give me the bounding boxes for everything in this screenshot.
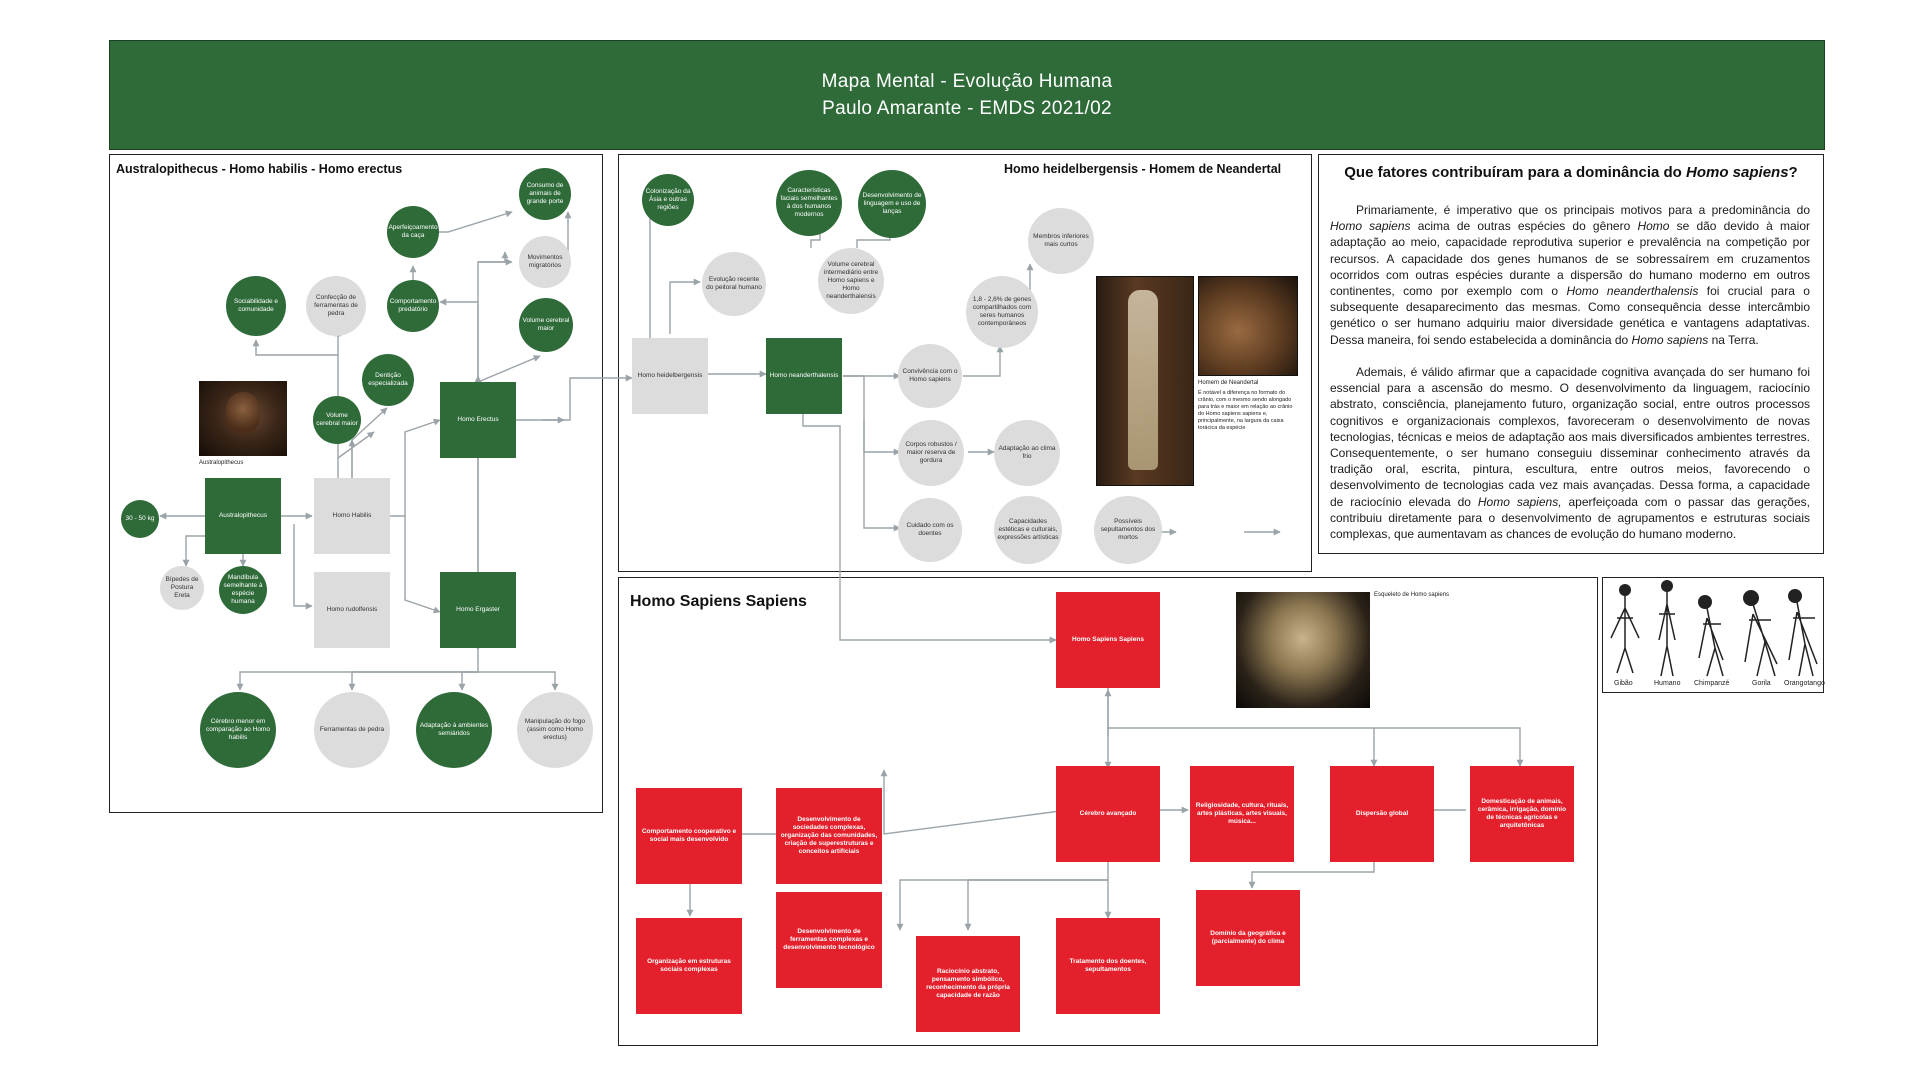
node-comportamento-predatorio: Comportamento predatório — [387, 280, 439, 332]
question-text-run: Primariamente, é imperativo que os princ… — [1356, 203, 1810, 217]
primate-label-chimpanze: Chimpanzé — [1694, 680, 1730, 687]
node-confeccao: Confecção de ferramentas de pedra — [306, 276, 366, 336]
node-linguagem: Desenvolvimento de linguagem e uso de la… — [858, 170, 926, 238]
primate-label-humano: Humano — [1654, 680, 1681, 687]
panel-title-sapiens: Homo Sapiens Sapiens — [630, 593, 807, 610]
question-paragraph-1: Primariamente, é imperativo que os princ… — [1330, 202, 1810, 348]
node-raciocinio: Raciocínio abstrato, pensamento simbólic… — [916, 936, 1020, 1032]
question-title-post: ? — [1788, 164, 1798, 181]
primate-label-orangotango: Orangotango — [1784, 680, 1825, 687]
skeleton-figure-icon — [1128, 290, 1158, 470]
question-text-run: foi crucial para o subsequente desaparec… — [1330, 284, 1810, 347]
node-aperfeicoamento: Aperfeiçoamento da caça — [387, 206, 439, 258]
node-cerebro-avancado: Cérebro avançado — [1056, 766, 1160, 862]
node-ferramentas-pedra: Ferramentas de pedra — [314, 692, 390, 768]
australopithecus-face-icon — [226, 392, 260, 434]
question-title: Que fatores contribuíram para a dominânc… — [1318, 164, 1824, 181]
node-caracteristicas: Características faciais semelhantes à do… — [776, 170, 842, 236]
node-weight: 30 - 50 kg — [121, 500, 159, 538]
node-movimentos: Movimentos migratórios — [519, 236, 571, 288]
node-sepultamentos: Possíveis sepultamentos dos mortos — [1094, 496, 1162, 564]
node-sociabilidade: Sociabilidade e comunidade — [226, 276, 286, 336]
node-mandibula: Mandíbula semelhante à espécie humana — [219, 566, 267, 614]
node-habilis: Homo Habilis — [314, 478, 390, 554]
node-colonizacao: Colonização da Ásia e outras regiões — [642, 174, 694, 226]
node-manipulacao-fogo: Manipulação do fogo (assim como Homo ere… — [517, 692, 593, 768]
node-genes: 1,8 - 2,6% de genes compartilhados com s… — [966, 276, 1038, 348]
node-adaptacao-semiaridos: Adaptação à ambientes semiáridos — [416, 692, 492, 768]
primate-label-gibao: Gibão — [1614, 680, 1633, 687]
primates-skeletons-illustration — [1610, 580, 1818, 677]
question-title-em: Homo sapiens — [1686, 164, 1789, 181]
node-consumo: Consumo de animais de grande porte — [519, 168, 571, 220]
question-text-run: Ademais, é válido afirmar que a capacida… — [1330, 365, 1810, 509]
question-text-run: Homo sapiens — [1330, 219, 1411, 234]
node-ergaster: Homo Ergaster — [440, 572, 516, 648]
node-neanderthalensis: Homo neanderthalensis — [766, 338, 842, 414]
node-volume-erectus: Volume cerebral maior — [519, 298, 573, 352]
node-ferramentas-complexas: Desenvolvimento de ferramentas complexas… — [776, 892, 882, 988]
node-sapiens-main: Homo Sapiens Sapiens — [1056, 592, 1160, 688]
sapiens-photo-caption: Esqueleto de Homo sapiens — [1374, 592, 1450, 598]
node-tratamento: Tratamento dos doentes, sepultamentos — [1056, 918, 1160, 1014]
node-denticao: Dentição especializada — [362, 354, 414, 406]
question-title-pre: Que fatores contribuíram para a dominânc… — [1344, 164, 1687, 181]
australopithecus-caption: Australopithecus — [199, 460, 244, 466]
neanderthal-caption-text: É notável a diferença no formato do crân… — [1198, 390, 1293, 431]
sapiens-skull-photo — [1236, 592, 1370, 708]
question-text-run: na Terra. — [1708, 332, 1759, 347]
question-text-run: acima de outras espécies do gênero — [1410, 219, 1638, 234]
node-capacidades: Capacidades estéticas e culturais, expre… — [994, 496, 1062, 564]
question-text-run: aperfeiçoada com o passar das gerações, … — [1330, 494, 1810, 542]
node-convivencia: Convivência com o Homo sapiens — [898, 344, 962, 408]
node-bipedes: Bípedes de Postura Ereta — [160, 566, 204, 610]
node-comportamento-cooperativo: Comportamento cooperativo e social mais … — [636, 788, 742, 884]
node-domesticacao: Domesticação de animais, cerâmica, irrig… — [1470, 766, 1574, 862]
question-paragraph-2: Ademais, é válido afirmar que a capacida… — [1330, 364, 1810, 542]
panel-neandertal — [618, 154, 1312, 572]
node-adaptacao-frio: Adaptação ao clima frio — [994, 420, 1060, 486]
node-evolucao-peitoral: Evolução recente do peitoral humano — [702, 252, 766, 316]
node-dominio: Domínio da geográfica e (parcialmente) d… — [1196, 890, 1300, 986]
node-religiosidade: Religiosidade, cultura, rituais, artes p… — [1190, 766, 1294, 862]
question-text-run: Homo — [1637, 219, 1670, 234]
node-erectus: Homo Erectus — [440, 382, 516, 458]
node-heidelbergensis: Homo heidelbergensis — [632, 338, 708, 414]
question-text-run: se dão devido à maior adaptação ao meio,… — [1330, 219, 1810, 299]
node-organizacao: Organização em estruturas sociais comple… — [636, 918, 742, 1014]
panel-title-middle: Homo heidelbergensis - Homem de Neandert… — [1004, 162, 1282, 176]
question-text-run: Homo sapiens — [1631, 332, 1709, 347]
node-dispersao: Dispersão global — [1330, 766, 1434, 862]
question-text-run: Homo neanderthalensis — [1566, 284, 1699, 299]
node-cerebro-menor: Cérebro menor em comparação ao Homo habi… — [200, 692, 276, 768]
node-rudolfensis: Homo rudolfensis — [314, 572, 390, 648]
node-australopithecus: Australopithecus — [205, 478, 281, 554]
header-title: Mapa Mental - Evolução Humana — [821, 71, 1113, 92]
node-membros: Membros inferiores mais curtos — [1028, 208, 1094, 274]
panel-title-left: Australopithecus - Homo habilis - Homo e… — [116, 162, 403, 176]
question-text-run: Homo sapiens, — [1477, 494, 1562, 509]
node-sociedades: Desenvolvimento de sociedades complexas,… — [776, 788, 882, 884]
node-cuidado: Cuidado com os doentes — [898, 498, 962, 562]
node-corpos: Corpos robustos / maior reserva de gordu… — [898, 420, 964, 486]
node-volume-maior: Volume cerebral maior — [313, 396, 361, 444]
panel-question — [1318, 154, 1824, 554]
primate-label-gorila: Gorila — [1752, 680, 1771, 687]
header-banner: Mapa Mental - Evolução Humana Paulo Amar… — [109, 40, 1825, 150]
neanderthal-caption-title: Homem de Neandertal — [1198, 380, 1259, 386]
header-subtitle: Paulo Amarante - EMDS 2021/02 — [822, 98, 1112, 119]
neanderthal-skull-photo — [1198, 276, 1298, 376]
node-volume-intermediario: Volume cerebral intermediário entre Homo… — [818, 248, 884, 314]
